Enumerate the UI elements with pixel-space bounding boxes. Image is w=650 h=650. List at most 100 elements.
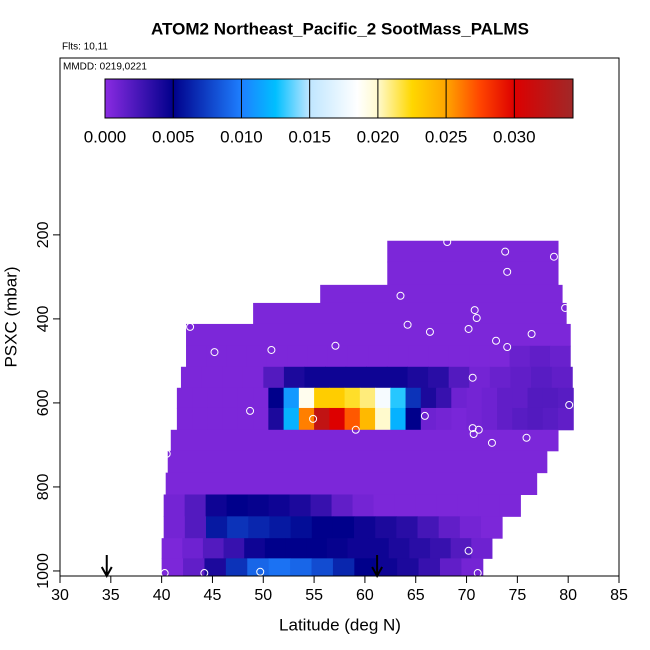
sample-point [200, 569, 209, 578]
y-tick-label: 1000 [35, 553, 52, 589]
heat-cell [290, 558, 313, 577]
heat-cell [268, 387, 285, 409]
x-tick-label: 40 [153, 587, 171, 604]
heat-cell [310, 494, 333, 517]
heat-cell [418, 558, 441, 577]
heat-cell [352, 494, 375, 517]
heat-cell [247, 494, 270, 517]
heat-cell [481, 407, 498, 431]
heat-cell [201, 366, 223, 389]
colorbar-tick-label: 0.005 [152, 127, 195, 146]
sample-point [396, 291, 405, 300]
heat-cell [289, 494, 312, 517]
heat-cell [459, 516, 482, 539]
heat-cell [325, 366, 347, 389]
sample-point [464, 324, 473, 333]
heat-cell [430, 538, 452, 559]
heat-cell [237, 407, 254, 431]
heat-cell [551, 366, 573, 389]
x-tick-label: 50 [254, 587, 272, 604]
heat-cell [405, 407, 422, 431]
heat-cell [542, 407, 559, 431]
heat-cell [287, 345, 308, 368]
y-tick-label: 800 [35, 473, 52, 500]
heat-cell [192, 387, 208, 409]
x-tick-label: 45 [204, 587, 222, 604]
heat-cell [225, 558, 248, 577]
heat-cell [481, 387, 498, 409]
sample-point [443, 238, 452, 247]
heat-cell [354, 516, 376, 539]
plot-frame [59, 57, 620, 577]
heat-cell [436, 494, 458, 517]
heat-cell [451, 407, 468, 431]
heat-cell [558, 387, 574, 409]
sample-point [527, 330, 536, 339]
heat-cell [327, 345, 349, 368]
heat-cell [222, 387, 239, 409]
heat-cell [207, 387, 224, 409]
sample-point [503, 267, 512, 276]
heat-cell [407, 366, 429, 389]
heat-cell [469, 366, 491, 389]
x-tick-label: 80 [559, 587, 577, 604]
heat-cell [311, 558, 334, 577]
heat-cell [283, 407, 300, 431]
heat-cell [549, 345, 571, 368]
heat-cell [375, 387, 391, 409]
heat-cell [176, 407, 193, 431]
heat-cell [420, 387, 437, 409]
sample-point [474, 425, 483, 434]
heat-cell [285, 538, 307, 559]
heat-cell [394, 494, 416, 517]
y-tick-label: 600 [35, 389, 52, 416]
heat-cell [387, 261, 559, 286]
heat-cell [176, 387, 193, 409]
heat-cell [314, 387, 330, 409]
heat-cell [268, 558, 291, 577]
y-tick-label: 200 [35, 221, 52, 248]
heat-cell [527, 407, 544, 431]
sample-point [468, 373, 477, 382]
heat-cell [359, 387, 376, 409]
sample-point [468, 424, 477, 433]
x-tick-label: 75 [508, 587, 526, 604]
heat-cell [163, 516, 186, 539]
x-axis-label: Latitude (deg N) [279, 615, 401, 634]
colorbar-tick-label: 0.025 [425, 127, 468, 146]
sample-point [246, 406, 255, 415]
heat-cell [227, 516, 249, 539]
sample-point [469, 430, 478, 439]
heat-cell [510, 366, 532, 389]
heat-cell [396, 516, 419, 539]
heat-cell [314, 407, 330, 431]
heat-cell [387, 240, 559, 263]
heat-cell [184, 494, 207, 517]
sample-point [522, 433, 531, 442]
heat-cell [253, 302, 567, 325]
heat-cell [558, 407, 574, 431]
heat-cell [397, 558, 420, 577]
heat-cell [180, 366, 203, 389]
y-tick-label: 400 [35, 305, 52, 332]
heat-cell [223, 538, 245, 559]
heat-cell [268, 494, 291, 517]
heat-cell [375, 558, 398, 577]
sample-point [331, 341, 340, 350]
heat-cell [417, 516, 440, 539]
x-tick-label: 30 [51, 587, 69, 604]
heat-cell [202, 538, 225, 559]
heat-cell [373, 494, 396, 517]
sample-point [256, 567, 265, 576]
heat-cell [298, 387, 315, 409]
heat-cell [388, 538, 410, 559]
heat-cell [222, 366, 244, 389]
sample-point [162, 449, 171, 458]
heat-cell [182, 538, 204, 559]
heat-cell [344, 407, 361, 431]
sample-point [420, 411, 429, 420]
heat-cell [415, 494, 437, 517]
heat-cell [332, 516, 355, 539]
heat-cell [512, 387, 529, 409]
heat-cell [428, 366, 450, 389]
